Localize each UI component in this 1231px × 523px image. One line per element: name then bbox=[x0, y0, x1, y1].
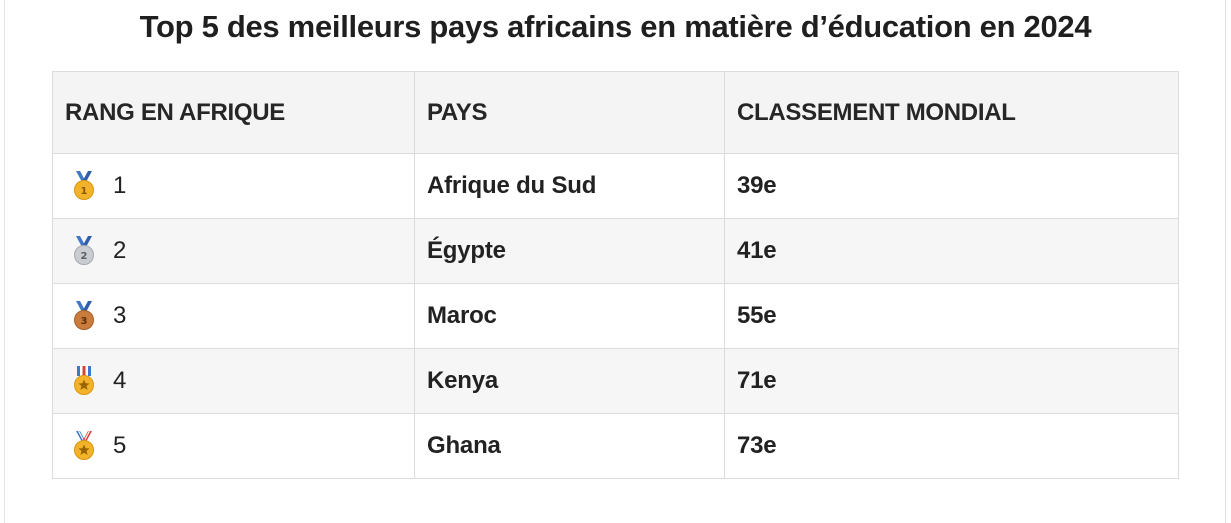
country-cell: Égypte bbox=[414, 218, 725, 284]
ranking-table: RANG EN AFRIQUE PAYS CLASSEMENT MONDIAL … bbox=[52, 71, 1179, 479]
silver-medal-icon: 2 bbox=[74, 236, 94, 265]
rank-number: 2 bbox=[113, 237, 127, 264]
table-row: 2 2 Égypte 41e bbox=[52, 218, 1179, 284]
page-frame bbox=[4, 0, 1226, 523]
country-cell: Ghana bbox=[414, 413, 725, 479]
country-cell: Maroc bbox=[414, 283, 725, 349]
world-rank-cell: 55e bbox=[724, 283, 1179, 349]
military-medal-icon bbox=[74, 431, 94, 460]
table-row: 4 Kenya 71e bbox=[52, 348, 1179, 414]
svg-text:3: 3 bbox=[81, 316, 88, 327]
rank-cell: 3 3 bbox=[52, 283, 415, 349]
header-rank: RANG EN AFRIQUE bbox=[52, 71, 415, 154]
page-title: Top 5 des meilleurs pays africains en ma… bbox=[139, 9, 1092, 44]
world-rank-cell: 71e bbox=[724, 348, 1179, 414]
rank-cell: 4 bbox=[52, 348, 415, 414]
rank-number: 4 bbox=[113, 367, 127, 394]
world-rank-cell: 73e bbox=[724, 413, 1179, 479]
world-rank-cell: 39e bbox=[724, 153, 1179, 219]
table-row: 1 1 Afrique du Sud 39e bbox=[52, 153, 1179, 219]
military-medal-icon bbox=[74, 366, 94, 395]
header-country: PAYS bbox=[414, 71, 725, 154]
gold-medal-icon: 1 bbox=[74, 171, 94, 200]
country-cell: Kenya bbox=[414, 348, 725, 414]
rank-number: 5 bbox=[113, 432, 127, 459]
world-rank-cell: 41e bbox=[724, 218, 1179, 284]
table-row: 5 Ghana 73e bbox=[52, 413, 1179, 479]
table-header-row: RANG EN AFRIQUE PAYS CLASSEMENT MONDIAL bbox=[52, 71, 1179, 154]
bronze-medal-icon: 3 bbox=[74, 301, 94, 330]
rank-number: 1 bbox=[113, 172, 127, 199]
rank-cell: 2 2 bbox=[52, 218, 415, 284]
table-row: 3 3 Maroc 55e bbox=[52, 283, 1179, 349]
header-world-rank: CLASSEMENT MONDIAL bbox=[724, 71, 1179, 154]
rank-cell: 1 1 bbox=[52, 153, 415, 219]
rank-number: 3 bbox=[113, 302, 127, 329]
country-cell: Afrique du Sud bbox=[414, 153, 725, 219]
svg-text:2: 2 bbox=[81, 251, 88, 262]
svg-text:1: 1 bbox=[81, 186, 88, 197]
rank-cell: 5 bbox=[52, 413, 415, 479]
